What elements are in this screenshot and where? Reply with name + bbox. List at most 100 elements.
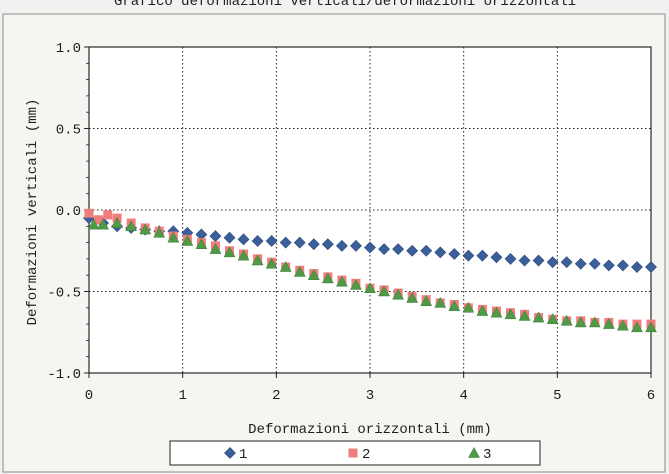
series-1-point: [518, 254, 531, 267]
series-1-point: [546, 256, 559, 269]
series-3-point: [335, 275, 348, 287]
series-3-point: [476, 305, 489, 316]
series-2-point: [93, 215, 103, 225]
series-3-point: [223, 246, 236, 258]
series-1-point: [476, 249, 489, 262]
x-tick-label: 3: [366, 388, 374, 404]
series-3-point: [420, 295, 433, 307]
chart-title: Grafico deformazioni verticali/deformazi…: [114, 0, 576, 10]
series-3-point: [350, 278, 362, 290]
y-tick-label: 0.0: [56, 204, 81, 220]
series-1-point: [406, 244, 419, 257]
series-1-point: [588, 257, 601, 270]
series-1-point: [462, 249, 475, 262]
series-1-point: [321, 238, 334, 251]
y-tick-label: 1.0: [56, 41, 81, 57]
x-tick-label: 1: [178, 388, 186, 404]
series-1-point: [350, 239, 362, 252]
axis-ticks: 0 1 2 3 4 5 6 1.0 0.5 0.0 -0.5 -1.0: [47, 41, 655, 404]
series-3-point: [279, 261, 292, 272]
series-1-point: [434, 246, 447, 259]
series-3-point: [125, 220, 138, 232]
series-1-point: [560, 256, 573, 269]
legend-swatch-2: [348, 448, 358, 458]
series-1-point: [504, 252, 517, 265]
series-3-point: [448, 300, 461, 311]
series-1-point: [532, 254, 545, 267]
series-1-point: [448, 248, 461, 260]
x-tick-label: 4: [459, 388, 467, 404]
series-1-point: [251, 235, 264, 247]
series-3-point: [181, 234, 194, 246]
x-tick-label: 6: [647, 388, 655, 404]
series-1-point: [574, 257, 587, 270]
y-axis-title: Deformazioni verticali (mm): [25, 99, 41, 326]
legend-label-1: 1: [239, 447, 247, 463]
series-1-point: [279, 236, 292, 249]
legend: 1 2 3: [169, 440, 541, 466]
series-3-point: [546, 313, 559, 324]
series-3-point: [364, 282, 376, 293]
legend-swatch-3: [468, 446, 480, 458]
series-3-point: [195, 238, 208, 249]
series-3-point: [111, 217, 124, 228]
series-layer: [83, 208, 657, 333]
series-3-point: [532, 311, 545, 323]
series-1-point: [335, 239, 348, 252]
series-3-point: [518, 309, 531, 321]
series-1-point: [631, 261, 643, 273]
series-1-point: [490, 251, 503, 264]
series-3-point: [406, 292, 419, 303]
series-1-point: [223, 231, 236, 244]
series-3-point: [616, 319, 629, 331]
series-3-point: [392, 288, 405, 300]
x-tick-label: 2: [272, 388, 280, 404]
series-3-point: [378, 285, 390, 297]
series-3-point: [293, 265, 306, 277]
legend-label-3: 3: [483, 447, 491, 463]
series-1-point: [364, 241, 376, 254]
series-1-point: [307, 238, 320, 251]
series-3-point: [153, 226, 166, 238]
series-1-point: [602, 259, 615, 272]
series-3-point: [462, 301, 475, 313]
series-1-point: [378, 243, 390, 256]
series-1-point: [616, 259, 629, 272]
series-3-point: [574, 316, 587, 328]
series-2-point: [84, 208, 94, 218]
series-1-point: [392, 243, 405, 256]
series-3-point: [167, 231, 180, 243]
y-tick-label: -1.0: [47, 367, 81, 383]
series-3-point: [87, 218, 100, 230]
x-tick-label: 0: [85, 388, 93, 404]
y-tick-label: 0.5: [56, 123, 81, 139]
legend-label-2: 2: [362, 447, 370, 463]
series-3-point: [209, 243, 222, 254]
series-1-point: [265, 235, 278, 247]
x-axis-title: Deformazioni orizzontali (mm): [248, 422, 492, 438]
series-3-point: [602, 318, 615, 329]
series-3-point: [504, 308, 517, 320]
series-3-point: [97, 218, 109, 230]
series-3-point: [588, 316, 601, 328]
series-3-point: [645, 321, 657, 333]
series-3-point: [490, 306, 503, 318]
series-1-point: [293, 236, 306, 249]
series-3-point: [265, 257, 278, 269]
series-1-point: [237, 233, 250, 246]
series-3-point: [307, 269, 320, 280]
series-3-point: [434, 296, 447, 308]
legend-swatch-1: [224, 447, 236, 459]
series-3-point: [139, 223, 152, 235]
series-3-point: [237, 249, 250, 261]
series-3: [87, 217, 657, 333]
y-tick-label: -0.5: [47, 286, 81, 302]
x-tick-label: 5: [553, 388, 561, 404]
series-3-point: [251, 254, 264, 266]
series-3-point: [631, 321, 643, 333]
series-3-point: [321, 272, 334, 284]
series-1-point: [420, 244, 433, 257]
series-3-point: [560, 314, 573, 326]
